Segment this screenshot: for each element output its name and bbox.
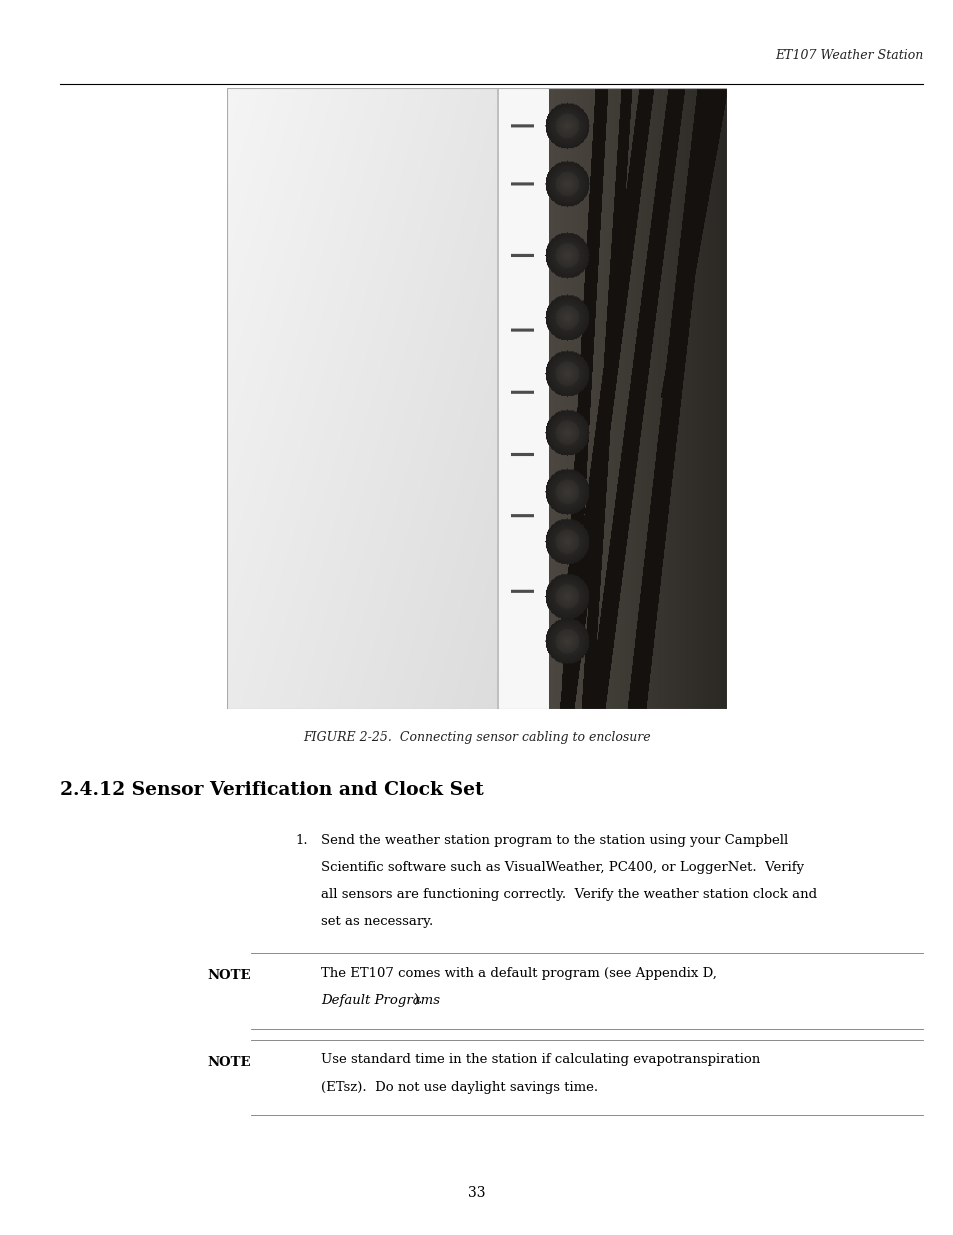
Text: set as necessary.: set as necessary. [321,915,434,929]
Text: NOTE: NOTE [207,1056,251,1070]
Bar [227,88,726,709]
Text: FIGURE 2-25.  Connecting sensor cabling to enclosure: FIGURE 2-25. Connecting sensor cabling t… [303,731,650,745]
Text: all sensors are functioning correctly.  Verify the weather station clock and: all sensors are functioning correctly. V… [321,888,817,902]
Text: 1.: 1. [295,834,308,847]
Text: 33: 33 [468,1186,485,1199]
Text: The ET107 comes with a default program (see Appendix D,: The ET107 comes with a default program (… [321,967,717,981]
Text: (ETsz).  Do not use daylight savings time.: (ETsz). Do not use daylight savings time… [321,1081,598,1094]
Text: Use standard time in the station if calculating evapotranspiration: Use standard time in the station if calc… [321,1053,760,1067]
Text: Scientific software such as VisualWeather, PC400, or LoggerNet.  Verify: Scientific software such as VisualWeathe… [321,861,803,874]
Text: 2.4.12 Sensor Verification and Clock Set: 2.4.12 Sensor Verification and Clock Set [60,781,483,799]
Text: ET107 Weather Station: ET107 Weather Station [775,48,923,62]
Text: Send the weather station program to the station using your Campbell: Send the weather station program to the … [321,834,788,847]
Text: Default Programs: Default Programs [321,994,440,1008]
Text: NOTE: NOTE [207,969,251,983]
Text: ).: ). [413,994,422,1008]
